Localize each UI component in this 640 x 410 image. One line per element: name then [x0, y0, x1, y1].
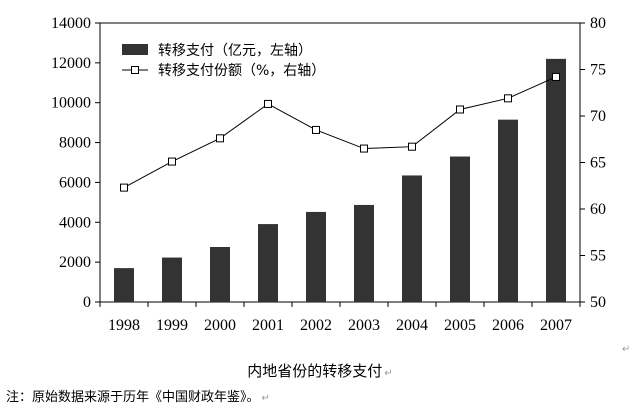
bar — [450, 156, 470, 302]
bar — [258, 224, 278, 302]
x-tick-label: 2002 — [300, 317, 332, 334]
x-tick-label: 2005 — [444, 317, 476, 334]
x-tick-label: 2004 — [396, 317, 428, 334]
share-line — [123, 76, 557, 189]
line-point — [408, 142, 416, 151]
right-tick-label: 65 — [590, 155, 606, 172]
left-tick-label: 0 — [83, 294, 91, 311]
right-tick-label: 80 — [590, 15, 606, 32]
x-tick-label: 1998 — [108, 317, 140, 334]
line-point — [168, 157, 176, 166]
line-point — [504, 94, 512, 103]
left-tick-label: 4000 — [59, 214, 91, 231]
bar — [402, 175, 422, 302]
legend-label-line: 转移支付份额（%，右轴） — [158, 63, 325, 79]
left-tick-label: 2000 — [59, 254, 91, 271]
x-tick-label: 2007 — [540, 317, 572, 334]
legend-label-bar: 转移支付（亿元，左轴） — [158, 43, 312, 59]
paragraph-mark: ↵ — [261, 393, 270, 404]
chart-caption: 内地省份的转移支付 ↵ — [0, 360, 640, 381]
line-point — [456, 105, 464, 114]
left-tick-label: 6000 — [59, 174, 91, 191]
x-tick-label: 1999 — [156, 317, 188, 334]
line-point — [312, 125, 320, 134]
plot-group: 0 2000 4000 6000 8000 10000 12000 14000 50 55 60 65… — [51, 15, 606, 334]
bar — [354, 204, 374, 302]
line-point — [552, 72, 560, 81]
line-point — [120, 183, 128, 192]
paragraph-mark-right: ↵ — [622, 344, 631, 355]
line-point — [264, 99, 272, 108]
right-tick-label: 50 — [590, 294, 606, 311]
right-tick-label: 55 — [590, 248, 606, 265]
paragraph-mark: ↵ — [384, 368, 393, 379]
bar — [306, 211, 326, 302]
bar — [114, 268, 134, 302]
x-tick-label: 2001 — [252, 317, 284, 334]
right-tick-label: 75 — [590, 62, 606, 79]
chart-caption-text: 内地省份的转移支付 — [247, 362, 383, 380]
chart-area: 0 2000 4000 6000 8000 10000 12000 14000 50 55 60 65… — [51, 15, 606, 334]
legend-swatch-bar — [122, 44, 148, 55]
bar — [210, 246, 230, 302]
right-tick-label: 70 — [590, 108, 606, 125]
left-tick-label: 12000 — [51, 55, 91, 72]
source-note: 注：原始数据来源于历年《中国财政年鉴》。 ↵ — [6, 386, 270, 405]
source-note-text: 注：原始数据来源于历年《中国财政年鉴》。 — [6, 390, 260, 405]
bar — [498, 119, 518, 303]
x-tick-label: 2006 — [492, 317, 524, 334]
left-tick-label: 14000 — [51, 15, 91, 32]
bar — [546, 58, 566, 302]
legend-swatch-marker — [131, 66, 139, 74]
x-tick-label: 2000 — [204, 317, 236, 334]
right-tick-label: 60 — [590, 201, 606, 218]
left-tick-label: 10000 — [51, 95, 91, 112]
line-point — [360, 144, 368, 153]
left-tick-label: 8000 — [59, 135, 91, 152]
x-tick-label: 2003 — [348, 317, 380, 334]
line-point — [216, 134, 224, 143]
bar — [162, 257, 182, 302]
